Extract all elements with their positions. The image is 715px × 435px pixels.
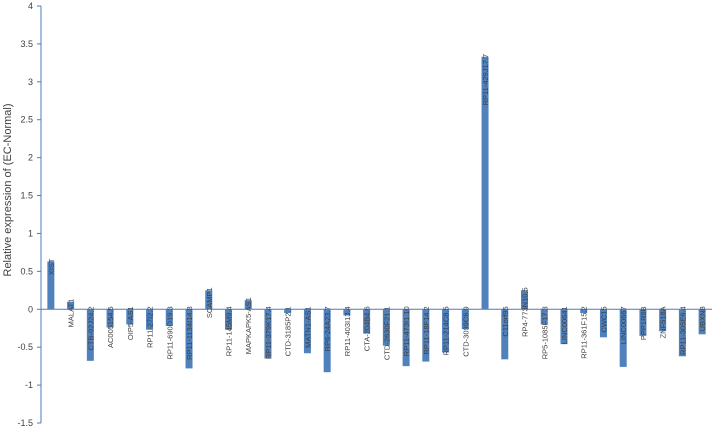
category-label: CTA-204B4.6 [363, 306, 372, 351]
category-label: LINC00667 [619, 306, 628, 344]
y-tick-label: 0 [28, 304, 33, 314]
category-label: MATN1-AS1 [303, 306, 312, 348]
category-label: CTD-3099C6.9 [461, 306, 470, 356]
bar [343, 309, 351, 316]
category-label: RP11-361F15.2 [580, 306, 589, 358]
bar [303, 309, 311, 354]
y-tick-label: 3 [28, 77, 33, 87]
category-label: AC005154.5 [106, 306, 115, 348]
category-label: RP11-403I13.4 [343, 306, 352, 356]
bar [244, 300, 252, 310]
y-tick-label: 2.5 [20, 115, 33, 125]
bar [678, 309, 686, 357]
category-label: CTD-2630F21.1 [382, 306, 391, 360]
bar [481, 56, 489, 310]
category-label: CTD-3185P2.1 [284, 306, 293, 356]
bar [442, 309, 450, 353]
category-label: LINC00641 [560, 306, 569, 344]
y-tick-label: 4 [28, 1, 33, 11]
bar [659, 309, 667, 332]
bar [205, 290, 213, 310]
bar [86, 309, 94, 361]
category-label: RP5-1085F17.3 [540, 306, 549, 359]
category-label: RP11-429J17.7 [481, 54, 490, 106]
category-label: RP11-1134I14.8 [185, 306, 194, 360]
bar [47, 261, 55, 310]
bar [422, 309, 430, 362]
category-label: SCAMP1 [205, 287, 214, 318]
bar [106, 309, 114, 328]
category-label: RP11-145M9.4 [225, 306, 234, 356]
bar [599, 309, 607, 338]
bar [126, 309, 134, 325]
category-label: CTB-92J24.2 [86, 306, 95, 350]
category-label: UBXN8 [698, 306, 707, 331]
y-tick-label: 1.5 [20, 191, 33, 201]
y-tick-label: -0.5 [17, 342, 33, 352]
category-label: PPP1R9B [639, 306, 648, 340]
category-label: ZNF518A [659, 306, 668, 338]
bar [402, 309, 410, 367]
category-label: RP11-379K17.4 [264, 306, 273, 359]
bar [165, 309, 173, 326]
axis-layer: 4 3.5 3 2.5 2 1.5 1 0.5 0 -0.5 -1 -1.5 [17, 1, 712, 428]
category-label: XIST [47, 258, 56, 275]
bar-layer [47, 56, 706, 373]
category-label: RP11-690D19.3 [165, 306, 174, 359]
bar [540, 309, 548, 325]
bar [619, 309, 627, 367]
bar [461, 309, 469, 329]
category-label: RP6-24A23.7 [323, 306, 332, 351]
bar [67, 301, 75, 310]
bar [698, 309, 706, 335]
category-label: C11orf95 [501, 306, 510, 336]
y-tick-label: 3.5 [20, 39, 33, 49]
bar [560, 309, 568, 345]
bar [224, 309, 232, 330]
category-label: RP11-214C8.5 [442, 306, 451, 355]
bar [639, 309, 647, 336]
category-label: MAPKAPK5-AS1 [244, 297, 253, 354]
y-tick-label: 2 [28, 153, 33, 163]
category-label: RP11-305E6.4 [678, 306, 687, 355]
y-tick-label: -1 [25, 380, 33, 390]
bar [323, 309, 331, 373]
bar [146, 309, 154, 330]
category-label: MALAT1 [67, 299, 76, 328]
y-axis-label: Relative expression of (EC-Normal) [2, 104, 14, 277]
bar [580, 309, 588, 314]
bar [521, 290, 529, 310]
bar [185, 309, 193, 369]
category-label-layer: XIST MALAT1 CTB-92J24.2 AC005154.5 OIP5-AS1 R… [47, 54, 707, 360]
category-label: RP11-18F14.2 [422, 306, 431, 354]
bar [501, 309, 509, 360]
y-tick-label: 1 [28, 228, 33, 238]
bar [264, 309, 272, 359]
category-label: RP11-27I2.2 [146, 306, 155, 348]
category-label: CWC15 [600, 306, 609, 332]
y-tick-label: -1.5 [17, 418, 33, 428]
bar [284, 309, 292, 314]
category-label: RP4-773N10.5 [521, 287, 530, 337]
category-label: OIP5-AS1 [126, 306, 135, 340]
y-tick-label: 0.5 [20, 266, 33, 276]
bar [382, 309, 390, 346]
category-label: RP11-473I1.10 [402, 306, 411, 356]
bar [363, 309, 371, 334]
